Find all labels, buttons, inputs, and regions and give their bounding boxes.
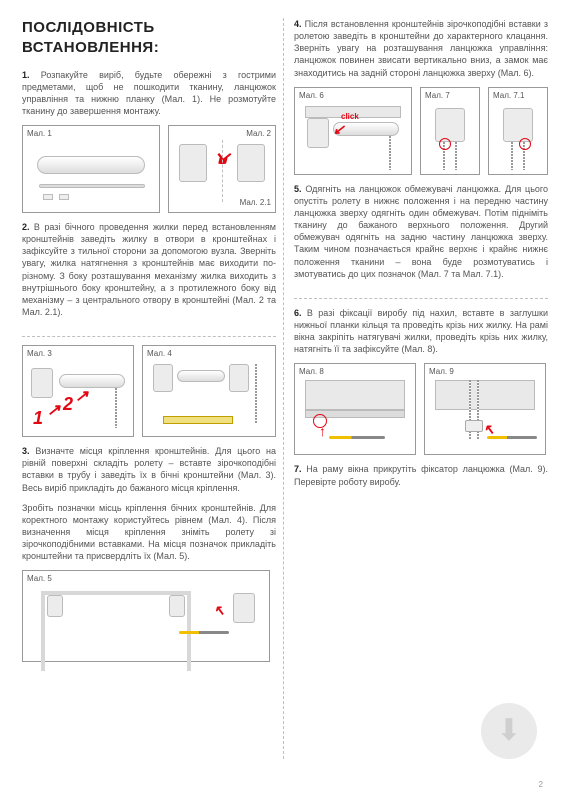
left-column: ПОСЛІДОВНІСТЬ ВСТАНОВЛЕННЯ: 1. Розпакуйт… bbox=[22, 18, 276, 787]
step-6-text: 6. В разі фіксації виробу під нахил, вст… bbox=[294, 307, 548, 356]
step-4-text: 4. Після встановлення кронштейнів зірочк… bbox=[294, 18, 548, 79]
fig-label: Мал. 4 bbox=[147, 349, 172, 360]
figure-6: Мал. 6 click ↙ bbox=[294, 87, 412, 175]
vertical-divider bbox=[283, 18, 284, 759]
step-7-text: 7. На раму вікна прикрутіть фіксатор лан… bbox=[294, 463, 548, 487]
step-3b-text: Зробіть позначки місць кріплення бічних … bbox=[22, 502, 276, 563]
figure-5: Мал. 5 ↖ bbox=[22, 570, 270, 662]
figure-3: Мал. 3 1 2 ↗ ↗ bbox=[22, 345, 134, 437]
page-number: 2 bbox=[539, 780, 543, 791]
figure-7: Мал. 7 bbox=[420, 87, 480, 175]
fig-row-5: Мал. 8 ↑ Мал. 9 ↖ bbox=[294, 363, 548, 455]
step-1-text: 1. Розпакуйте виріб, будьте обережні з г… bbox=[22, 69, 276, 118]
figure-4: Мал. 4 bbox=[142, 345, 276, 437]
fig-label: Мал. 7 bbox=[425, 91, 450, 102]
fig-label: Мал. 6 bbox=[299, 91, 324, 102]
fig-label: Мал. 2 bbox=[246, 129, 271, 140]
step-5-text: 5. Одягніть на ланцюжок обмежувачі ланцю… bbox=[294, 183, 548, 280]
instruction-page: ПОСЛІДОВНІСТЬ ВСТАНОВЛЕННЯ: 1. Розпакуйт… bbox=[0, 0, 565, 799]
fig-row-2: Мал. 3 1 2 ↗ ↗ Мал. 4 bbox=[22, 345, 276, 437]
step-2-text: 2. В разі бічного проведення жилки перед… bbox=[22, 221, 276, 318]
fig-label: Мал. 5 bbox=[27, 574, 52, 585]
fig-row-1: Мал. 1 Мал. 2 Мал. 2.1 ↘ ↙ bbox=[22, 125, 276, 213]
fig-row-3: Мал. 5 ↖ bbox=[22, 570, 276, 662]
fig-label: Мал. 9 bbox=[429, 367, 454, 378]
figure-8: Мал. 8 ↑ bbox=[294, 363, 416, 455]
page-title: ПОСЛІДОВНІСТЬ ВСТАНОВЛЕННЯ: bbox=[22, 18, 276, 59]
fig-label: Мал. 8 bbox=[299, 367, 324, 378]
figure-1: Мал. 1 bbox=[22, 125, 160, 213]
figure-7-1: Мал. 7.1 bbox=[488, 87, 548, 175]
fig-label: Мал. 2.1 bbox=[240, 198, 271, 209]
figure-9: Мал. 9 ↖ bbox=[424, 363, 546, 455]
horizontal-divider bbox=[22, 336, 276, 337]
horizontal-divider bbox=[294, 298, 548, 299]
figure-2: Мал. 2 Мал. 2.1 ↘ ↙ bbox=[168, 125, 276, 213]
fig-label: Мал. 1 bbox=[27, 129, 52, 140]
step-3a-text: 3. Визначте місця кріплення кронштейнів.… bbox=[22, 445, 276, 494]
watermark-icon: ⬇ bbox=[481, 703, 537, 759]
fig-row-4: Мал. 6 click ↙ Мал. 7 Мал. 7.1 bbox=[294, 87, 548, 175]
fig-label: Мал. 7.1 bbox=[493, 91, 524, 102]
fig-label: Мал. 3 bbox=[27, 349, 52, 360]
right-column: 4. Після встановлення кронштейнів зірочк… bbox=[294, 18, 548, 787]
